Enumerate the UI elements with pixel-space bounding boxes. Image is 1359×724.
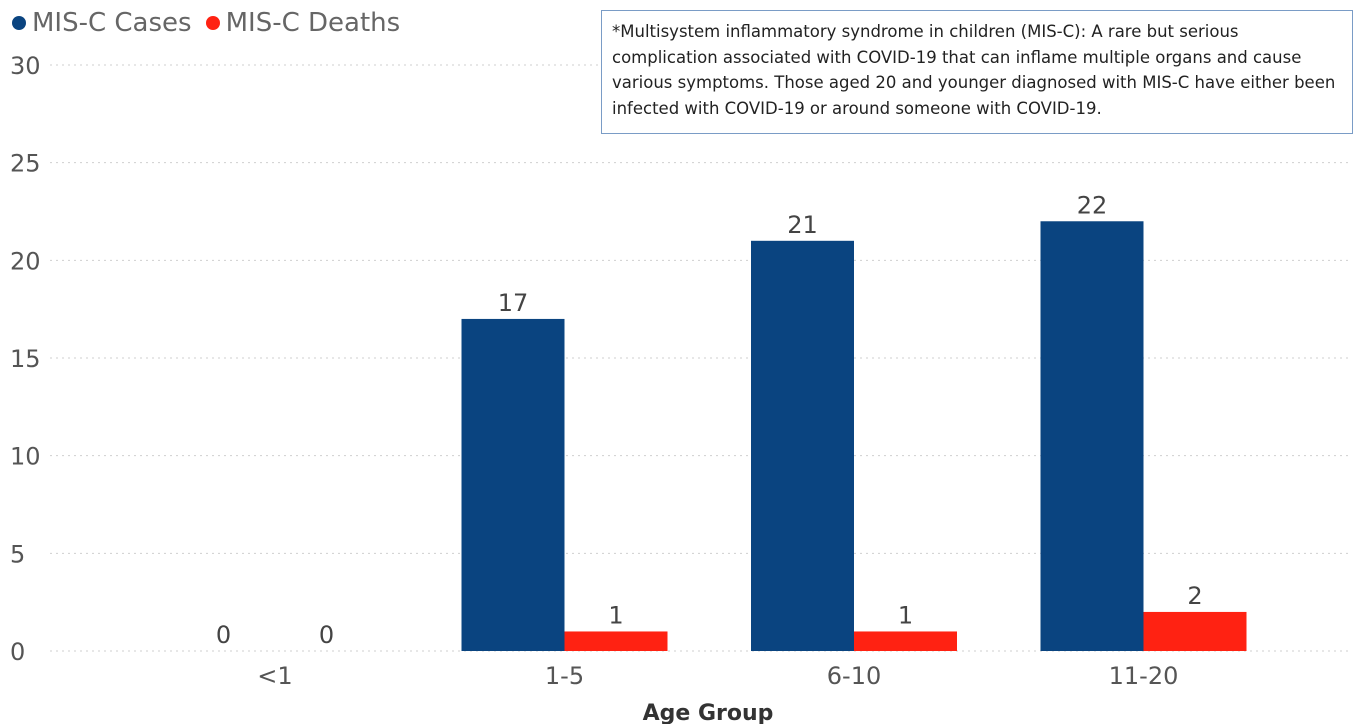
legend-label-deaths: MIS-C Deaths <box>225 8 401 38</box>
y-tick-label: 25 <box>10 150 41 178</box>
y-tick-label: 10 <box>10 443 41 471</box>
annotation-box: *Multisystem inflammatory syndrome in ch… <box>601 10 1353 134</box>
bar-cases[interactable] <box>461 318 565 651</box>
legend-dot-cases <box>12 16 26 30</box>
data-label-cases: 0 <box>216 621 231 649</box>
data-label-cases: 22 <box>1077 191 1108 219</box>
bars <box>461 221 1247 652</box>
legend-dot-deaths <box>205 16 220 30</box>
x-tick-label: <1 <box>257 662 292 690</box>
y-axis-ticks: 0 5 10 15 20 25 30 <box>10 52 41 666</box>
annotation-text: *Multisystem inflammatory syndrome in ch… <box>612 22 1336 118</box>
x-tick-label: 1-5 <box>545 662 584 690</box>
bar-deaths[interactable] <box>854 631 957 651</box>
y-tick-label: 0 <box>10 638 25 666</box>
data-label-deaths: 1 <box>608 601 623 629</box>
legend-item-cases[interactable]: MIS-C Cases <box>12 8 192 38</box>
data-label-cases: 21 <box>787 211 818 239</box>
y-tick-label: 30 <box>10 52 41 80</box>
x-tick-label: 11-20 <box>1109 662 1179 690</box>
data-label-deaths: 0 <box>319 621 334 649</box>
legend-item-deaths[interactable]: MIS-C Deaths <box>205 8 401 38</box>
y-tick-label: 15 <box>10 345 41 373</box>
bar-cases[interactable] <box>751 240 854 652</box>
grid-lines <box>50 64 1350 652</box>
data-label-cases: 17 <box>498 289 529 317</box>
bar-deaths[interactable] <box>564 631 668 651</box>
bar-deaths[interactable] <box>1143 611 1247 651</box>
x-tick-label: 6-10 <box>827 662 881 690</box>
x-axis-title: Age Group <box>643 701 774 724</box>
y-tick-label: 5 <box>10 540 25 568</box>
legend-label-cases: MIS-C Cases <box>32 8 192 38</box>
bar-cases[interactable] <box>1040 221 1144 651</box>
data-label-deaths: 1 <box>898 601 913 629</box>
x-axis-ticks: <1 1-5 6-10 11-20 <box>257 662 1178 690</box>
data-label-deaths: 2 <box>1187 582 1202 610</box>
y-tick-label: 20 <box>10 247 41 275</box>
legend: MIS-C Cases MIS-C Deaths <box>12 8 414 38</box>
